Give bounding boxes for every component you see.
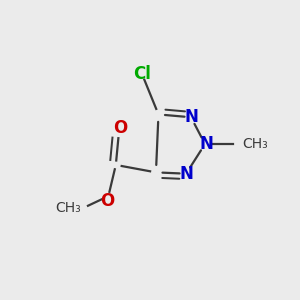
Text: CH₃: CH₃ (242, 137, 268, 151)
Text: O: O (100, 192, 114, 210)
Text: N: N (184, 108, 198, 126)
Text: O: O (113, 119, 127, 137)
Text: N: N (200, 135, 213, 153)
Text: N: N (179, 165, 193, 183)
Text: Cl: Cl (133, 65, 151, 83)
Text: CH₃: CH₃ (55, 201, 81, 215)
